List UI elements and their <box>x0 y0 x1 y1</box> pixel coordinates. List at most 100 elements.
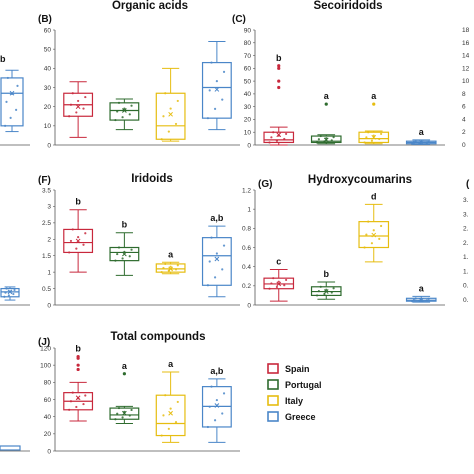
group-greece-data-point <box>412 141 415 144</box>
group-spain-mean-marker <box>75 238 81 244</box>
right-edge-y-tick-label: 1. <box>463 268 469 275</box>
group-italy-data-point <box>174 122 178 126</box>
legend-swatch-greece <box>267 411 279 422</box>
group-spain-data-point <box>71 391 74 394</box>
group-portugal-data-point <box>128 255 131 258</box>
group-spain-data-point <box>75 405 78 409</box>
panel-title: Iridoids <box>131 173 173 185</box>
group-spain-data-point <box>77 235 80 239</box>
y-tick-label: 70 <box>244 53 252 60</box>
legend-swatch-spain <box>267 363 279 374</box>
y-tick-label: 20 <box>244 117 252 124</box>
y-tick-label: 0 <box>247 302 251 309</box>
group-greece-significance-label: a <box>419 283 425 293</box>
right-edge-panel-row1: 18 16 14 12 10 8 6 4 2 0 <box>462 27 470 149</box>
y-tick-label: 0.6 <box>242 245 251 252</box>
group-spain-data-point <box>285 278 288 282</box>
legend-label-italy: Italy <box>285 396 303 406</box>
right-edge-y-tick-label: 12 <box>462 65 470 72</box>
group-greece-data-point <box>215 398 218 402</box>
right-edge-y-tick-label: 2 <box>462 129 466 136</box>
group-spain-outlier <box>277 85 281 90</box>
group-spain-data-point <box>69 400 73 403</box>
group-italy-significance-label: a <box>371 91 377 101</box>
panel-title: Organic acids <box>112 0 188 12</box>
group-portugal-data-point <box>114 118 117 122</box>
group-portugal-significance-label: a <box>324 91 330 101</box>
group-greece-data-point <box>210 385 213 388</box>
group-portugal-data-point <box>114 418 117 421</box>
left-edge-box <box>0 445 21 451</box>
group-italy-box <box>155 394 186 437</box>
right-edge-y-tick-label: 10 <box>462 78 470 85</box>
group-portugal-box <box>310 135 342 144</box>
group-italy-data-point <box>164 262 167 266</box>
group-portugal-box <box>109 102 140 121</box>
legend: Spain Portugal Italy Greece <box>267 363 322 422</box>
group-spain-significance-label: c <box>276 257 281 267</box>
group-portugal-data-point <box>315 294 319 297</box>
group-spain-data-point <box>68 251 71 254</box>
group-italy-data-point <box>162 266 165 270</box>
group-spain-data-point <box>275 139 279 142</box>
right-edge-y-tick-label: 0. <box>463 297 469 304</box>
group-greece-data-point <box>215 252 218 255</box>
group-portugal-mean-marker <box>122 410 127 416</box>
panel-title: Total compounds <box>111 331 206 343</box>
group-portugal-data-point <box>325 288 328 291</box>
y-tick-label: 0.2 <box>242 283 251 290</box>
group-greece-mean-marker <box>418 297 424 303</box>
group-italy-box <box>155 92 186 140</box>
right-edge-y-tick-label: 1. <box>463 254 469 261</box>
group-portugal-data-point <box>121 257 124 260</box>
group-italy-data-point <box>162 115 165 118</box>
group-portugal-data-point <box>130 408 133 412</box>
group-spain-data-point <box>277 280 280 283</box>
group-portugal-data-point <box>317 138 320 141</box>
group-italy-data-point <box>365 233 368 236</box>
group-greece-significance-label: a,b <box>210 213 224 223</box>
left-edge-panel-row2 <box>0 286 30 306</box>
group-italy-data-point <box>169 407 172 410</box>
group-spain-outlier <box>277 66 281 70</box>
right-edge-panel-label: ( <box>466 179 470 190</box>
y-tick-label: 60 <box>244 66 252 73</box>
group-portugal-data-point <box>130 104 133 107</box>
group-spain-data-point <box>71 92 74 95</box>
group-spain-data-point <box>283 284 286 287</box>
group-portugal-data-point <box>114 259 117 262</box>
group-italy-data-point <box>380 224 383 228</box>
panel-label: (G) <box>258 179 272 190</box>
y-tick-label: 40 <box>44 414 52 421</box>
group-portugal-significance-label: a <box>122 361 128 371</box>
panel-iridoids: (F) Iridoids 0 0.5 1 1.5 2 2.5 3 3.5 b b a a,b <box>38 173 240 309</box>
group-greece-significance-label: a <box>419 127 425 137</box>
group-italy-mean-marker <box>371 232 377 238</box>
right-edge-y-tick-label: 2. <box>463 240 469 247</box>
group-greece-data-point <box>213 419 217 422</box>
group-spain-data-point <box>77 99 80 103</box>
right-edge-y-tick-label: 0 <box>462 142 466 149</box>
group-portugal-data-point <box>116 252 119 256</box>
group-spain-outlier <box>76 363 80 367</box>
group-greece-data-point <box>3 295 6 298</box>
y-tick-label: 20 <box>44 104 52 111</box>
group-greece-mean-marker <box>214 256 220 262</box>
group-greece-box <box>0 287 20 298</box>
panel-title: Hydroxycoumarins <box>308 174 412 186</box>
group-spain-outlier <box>76 354 80 359</box>
group-portugal-data-point <box>332 136 335 139</box>
legend-label-portugal: Portugal <box>285 380 322 390</box>
group-greece-data-point <box>210 236 213 239</box>
panel-label: (F) <box>38 175 51 186</box>
group-portugal-data-point <box>315 141 319 144</box>
group-greece-data-point <box>13 288 16 292</box>
group-italy-data-point <box>378 237 381 240</box>
group-greece-data-point <box>222 244 226 247</box>
group-italy-data-point <box>380 132 383 136</box>
group-spain-data-point <box>272 277 275 280</box>
group-greece-data-point <box>221 98 224 101</box>
group-greece-data-point <box>215 80 218 83</box>
group-greece-data-point <box>5 100 8 103</box>
group-italy-data-point <box>176 99 179 103</box>
